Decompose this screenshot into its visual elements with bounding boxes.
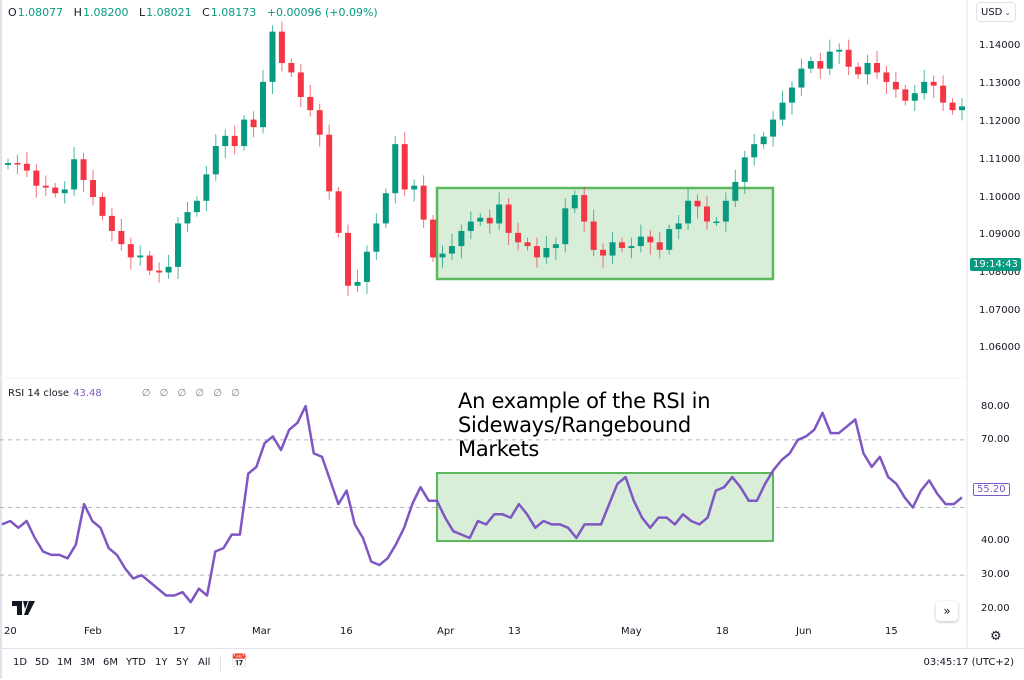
price-label: 1.12000 [979,116,1021,127]
change-value: +0.00096 (+0.09%) [266,6,378,19]
scroll-to-realtime-button[interactable]: » [936,601,958,621]
ohlc-legend: O1.08077 H1.08200 L1.08021 C1.08173 +0.0… [8,6,385,19]
toolbar-divider [220,655,221,673]
time-label: 16 [340,626,353,637]
clock-timezone[interactable]: 03:45:17 (UTC+2) [923,657,1014,668]
annotation-line: Sideways/Rangebound [458,413,691,437]
gear-icon[interactable]: ⚙ [990,629,1002,644]
annotation-line: Markets [458,437,540,461]
range-3m-button[interactable]: 3M [80,657,95,668]
high-value: 1.08200 [82,6,129,19]
currency-selector[interactable]: USD ⌄ [976,2,1016,22]
range-6m-button[interactable]: 6M [103,657,118,668]
currency-label: USD [981,7,1003,18]
bottom-toolbar: 1D 5D 1M 3M 6M YTD 1Y 5Y All 📅 03:45:17 … [0,648,1024,680]
calendar-goto-icon[interactable]: 📅 [231,654,248,669]
time-label: 13 [508,626,521,637]
price-label: 1.09000 [979,229,1021,240]
price-label: 1.13000 [979,78,1021,89]
close-key: C [202,6,210,19]
range-all-button[interactable]: All [198,657,211,668]
time-label: 17 [173,626,186,637]
price-label: 1.14000 [979,40,1021,51]
rsi-axis-label: 70.00 [981,434,1010,445]
price-label: 1.06000 [979,342,1021,353]
rsi-legend-name: RSI 14 close [8,388,70,399]
time-axis[interactable]: 20 Feb 17 Mar 16 Apr 13 May 18 Jun 15 [0,626,960,644]
high-key: H [73,6,82,19]
rsi-axis-label: 30.00 [981,569,1010,580]
rsi-axis-label: 40.00 [981,535,1010,546]
time-label: 15 [885,626,898,637]
low-key: L [138,6,146,19]
range-5y-button[interactable]: 5Y [176,657,189,668]
range-1y-button[interactable]: 1Y [155,657,168,668]
range-1m-button[interactable]: 1M [57,657,72,668]
time-label: Apr [437,626,455,637]
time-label: Mar [252,626,271,637]
chevron-down-icon: ⌄ [1004,8,1011,17]
rsi-current-tag: 55.20 [973,483,1010,496]
time-label: 18 [716,626,729,637]
time-label: Feb [84,626,102,637]
range-ytd-button[interactable]: YTD [126,657,146,668]
price-label: 1.11000 [979,154,1021,165]
double-chevron-right-icon: » [943,604,951,618]
tradingview-logo[interactable] [12,600,38,619]
bar-countdown-tag: 19:14:43 [970,258,1021,271]
rsi-axis-label: 80.00 [981,401,1010,412]
time-label: May [621,626,642,637]
open-key: O [8,6,17,19]
close-value: 1.08173 [210,6,257,19]
price-label: 1.10000 [979,192,1021,203]
rsi-legend[interactable]: RSI 14 close 43.48 ∅ ∅ ∅ ∅ ∅ ∅ [8,388,243,399]
time-label: 20 [4,626,17,637]
price-label: 1.07000 [979,305,1021,316]
price-label: 1.08000 [979,267,1021,278]
rsi-na-values: ∅ ∅ ∅ ∅ ∅ ∅ [141,388,243,399]
rsi-legend-value: 43.48 [73,388,102,399]
annotation-line: An example of the RSI in [458,389,711,413]
rsi-axis-label: 20.00 [981,603,1010,614]
range-1d-button[interactable]: 1D [13,657,28,668]
open-value: 1.08077 [17,6,64,19]
time-label: Jun [796,626,812,637]
low-value: 1.08021 [146,6,192,19]
annotation-text: An example of the RSI in Sideways/Rangeb… [458,389,711,461]
range-5d-button[interactable]: 5D [35,657,50,668]
